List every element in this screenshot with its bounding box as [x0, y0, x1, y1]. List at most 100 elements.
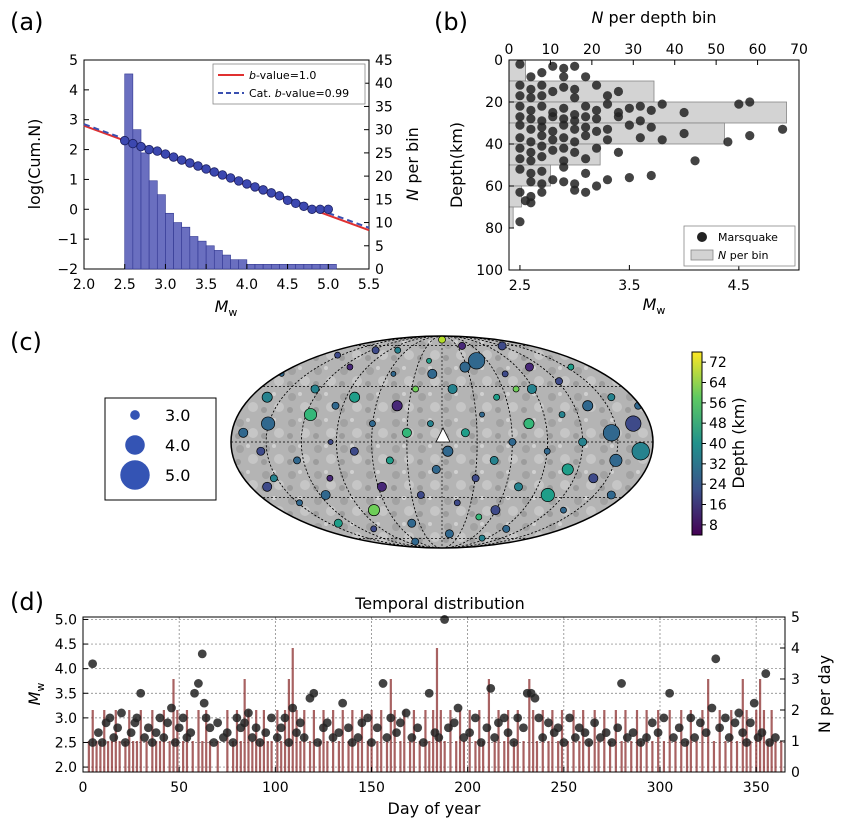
- event-point: [186, 728, 196, 738]
- event-point: [538, 733, 548, 742]
- y-tick-label: 20: [375, 169, 393, 185]
- panel-label-b: (b): [434, 8, 468, 36]
- event-point: [449, 718, 459, 728]
- size-legend-marker: [130, 410, 140, 420]
- marsquake-point: [537, 179, 547, 189]
- x-tick-label: 2.0: [73, 277, 95, 293]
- event-point: [413, 723, 423, 733]
- event-point: [322, 718, 332, 728]
- marsquake-point: [515, 164, 525, 174]
- y-tick-label: 40: [375, 76, 393, 92]
- daily-count-bar: [201, 741, 204, 772]
- daily-count-bar: [389, 679, 392, 772]
- map-marsquake-point: [502, 524, 511, 533]
- cumulative-point: [258, 185, 268, 195]
- marsquake-point: [559, 63, 569, 73]
- histogram-bar: [156, 194, 166, 270]
- event-point: [197, 649, 207, 659]
- marsquake-point: [602, 175, 613, 185]
- panel-label-d: (d): [10, 588, 44, 616]
- marsquake-point: [570, 93, 580, 103]
- marsquake-point: [526, 198, 536, 208]
- event-point: [669, 733, 678, 742]
- panel-a-x-ticks: 2.0 2.5 3.0 3.5 4.0 4.5 5.0 5.5: [73, 264, 380, 293]
- histogram-bar: [238, 259, 248, 270]
- cumulative-point: [185, 158, 195, 168]
- marsquake-point: [591, 80, 602, 90]
- y-tick-label: 20: [485, 95, 503, 111]
- daily-count-bar: [380, 710, 383, 772]
- panel-b-x-ticks: 2.5 3.5 4.5: [509, 265, 750, 294]
- y-tick-label: 3: [791, 672, 800, 688]
- event-point: [284, 738, 294, 747]
- marsquake-point: [548, 61, 558, 71]
- map-marsquake-point: [385, 456, 394, 465]
- daily-count-bar: [503, 741, 506, 772]
- event-point: [570, 733, 580, 742]
- marsquake-point: [581, 101, 591, 111]
- marsquake-point: [526, 72, 536, 82]
- marsquake-point: [515, 154, 525, 164]
- event-point: [353, 733, 363, 742]
- event-point: [738, 728, 748, 738]
- map-marsquake-point: [427, 368, 438, 379]
- daily-count-bar: [566, 741, 569, 772]
- event-point: [590, 718, 599, 728]
- marsquake-point: [526, 156, 536, 166]
- map-marsquake-point: [261, 391, 273, 403]
- x-tick-label: 4.5: [276, 277, 298, 293]
- event-point: [636, 738, 646, 747]
- map-marsquake-point: [631, 442, 650, 461]
- map-marsquake-point: [459, 361, 471, 373]
- map-marsquake-point: [560, 506, 567, 514]
- event-point: [97, 738, 107, 747]
- daily-count-bar: [347, 741, 350, 772]
- marsquake-point: [548, 135, 558, 145]
- panel-b-frame: [508, 59, 800, 271]
- event-point: [228, 738, 238, 747]
- event-point: [93, 728, 103, 738]
- event-point: [401, 708, 411, 718]
- event-point: [136, 688, 146, 698]
- daily-count-bar: [295, 710, 298, 772]
- panel-b-top-ticks: 0 10 20 30 40 50 60 70: [505, 42, 808, 65]
- y-tick-label: 4.0: [55, 662, 77, 678]
- map-marsquake-point: [588, 473, 599, 484]
- event-point: [440, 615, 449, 624]
- y-tick-label: 1: [69, 172, 78, 188]
- map-marsquake-point: [493, 393, 500, 401]
- event-point: [734, 708, 744, 718]
- daily-count-bar: [512, 741, 516, 772]
- histogram-bar: [140, 152, 150, 270]
- event-point: [503, 728, 513, 738]
- marsquake-point: [624, 120, 634, 130]
- marsquake-point: [581, 112, 591, 122]
- daily-count-bar: [418, 741, 421, 772]
- daily-count-bar: [216, 741, 219, 772]
- marsquake-point: [591, 105, 602, 115]
- map-marsquake-point: [269, 474, 278, 483]
- map-marsquake-point: [561, 463, 574, 476]
- marsquake-point: [602, 135, 613, 145]
- event-point: [765, 738, 775, 747]
- event-point: [695, 718, 705, 728]
- map-marsquake-point: [468, 352, 486, 370]
- daily-count-bar: [674, 741, 677, 772]
- histogram-bar: [181, 226, 191, 270]
- event-point: [105, 713, 115, 723]
- x-tick-label: 150: [358, 780, 385, 796]
- marsquake-point: [734, 99, 744, 109]
- marsquake-point: [657, 99, 667, 109]
- daily-count-bar: [393, 710, 396, 772]
- event-point: [470, 713, 480, 723]
- daily-count-bar: [551, 710, 554, 772]
- map-marsquake-point: [458, 342, 466, 350]
- event-point: [530, 693, 540, 703]
- y-tick-label: 10: [375, 216, 393, 232]
- event-point: [367, 738, 376, 747]
- marsquake-point: [690, 156, 700, 166]
- event-point: [580, 728, 590, 738]
- daily-count-bar: [403, 710, 406, 772]
- daily-count-bar: [507, 710, 510, 772]
